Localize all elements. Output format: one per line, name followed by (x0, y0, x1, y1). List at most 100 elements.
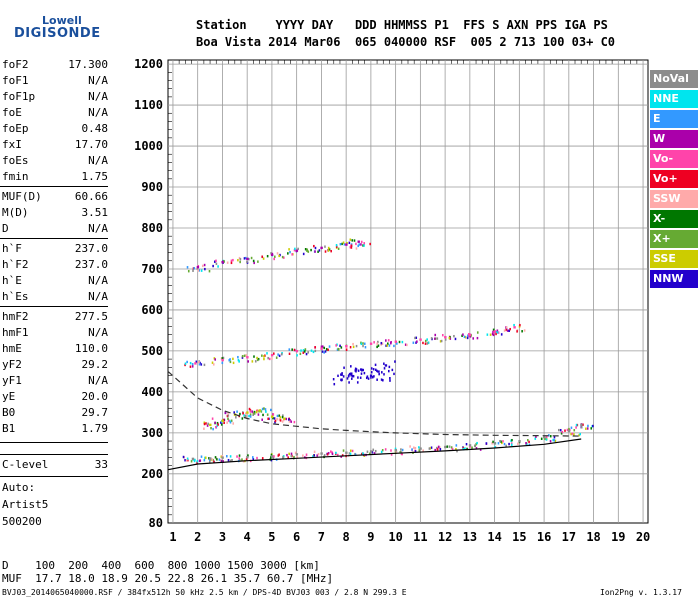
echo-point (267, 417, 269, 421)
echo-point (436, 337, 439, 340)
echo-point (337, 247, 340, 250)
y-tick-label: 300 (141, 426, 163, 440)
echo-point (548, 434, 550, 437)
echo-point (312, 455, 314, 458)
echo-point (263, 407, 265, 410)
trace-point (320, 452, 323, 455)
parameter-name: foEs (2, 154, 29, 167)
echo-point (350, 374, 353, 377)
echo-point (380, 343, 382, 346)
distance-row: D 100 200 400 600 800 1000 1500 3000 [km… (2, 559, 320, 572)
echo-point (307, 351, 309, 354)
echo-point (545, 436, 548, 439)
echo-point (511, 438, 513, 442)
echo-point (560, 432, 563, 435)
echo-point (312, 350, 315, 354)
echo-point (526, 443, 528, 446)
header-row-1: Station YYYY DAY DDD HHMMSS P1 FFS S AXN… (196, 18, 608, 32)
echo-point (508, 442, 510, 446)
echo-point (220, 459, 222, 462)
trace-point (320, 347, 323, 350)
parameter-name: hmF2 (2, 310, 29, 323)
echo-point (208, 457, 210, 460)
echo-point (502, 440, 504, 443)
trace-point (384, 364, 388, 367)
echo-point (365, 376, 368, 380)
echo-point (212, 458, 214, 462)
echo-point (349, 238, 352, 241)
echo-point (251, 360, 254, 363)
echo-point (331, 451, 333, 454)
echo-point (251, 410, 254, 413)
parameter-name: h`Es (2, 290, 29, 303)
echo-point (226, 455, 228, 458)
echo-point (199, 459, 202, 462)
echo-point (243, 414, 245, 417)
echo-point (186, 266, 189, 269)
echo-point (508, 329, 510, 333)
echo-point (464, 447, 466, 450)
echo-point (527, 439, 529, 442)
echo-point (281, 415, 284, 419)
parameter-row: yF2 29.2 (2, 358, 108, 374)
echo-point (272, 416, 274, 420)
parameter-row: fxI 17.70 (2, 138, 108, 154)
parameter-row: D N/A (2, 222, 108, 238)
parameter-row: h`F2 237.0 (2, 258, 108, 274)
echo-point (465, 442, 468, 446)
parameter-name: M(D) (2, 206, 29, 219)
echo-point (330, 450, 332, 453)
parameter-name: foF2 (2, 58, 29, 71)
echo-point (294, 451, 297, 454)
echo-point (220, 423, 223, 426)
x-tick-label: 12 (438, 530, 452, 544)
echo-point (491, 442, 493, 445)
echo-point (519, 323, 521, 327)
echo-point (208, 269, 211, 273)
x-tick-label: 1 (169, 530, 176, 544)
echo-point (371, 451, 374, 454)
echo-point (270, 252, 272, 255)
echo-point (469, 445, 471, 448)
trace-point (283, 417, 286, 420)
echo-point (185, 459, 188, 462)
echo-point (495, 332, 497, 336)
echo-point (337, 374, 339, 378)
echo-point (249, 415, 252, 418)
echo-point (535, 435, 537, 438)
echo-point (214, 421, 216, 424)
parameter-row: foEp 0.48 (2, 122, 108, 138)
x-tick-label: 4 (244, 530, 251, 544)
echo-point (314, 346, 317, 349)
echo-point (564, 429, 566, 432)
echo-point (340, 373, 342, 376)
echo-point (360, 240, 363, 244)
echo-point (217, 423, 219, 426)
echo-point (426, 338, 428, 341)
echo-point (363, 371, 366, 375)
y-tick-label: 900 (141, 180, 163, 194)
echo-point (313, 244, 315, 248)
echo-point (463, 335, 466, 339)
parameter-value: 237.0 (74, 258, 108, 271)
echo-point (494, 445, 496, 449)
echo-point (222, 460, 224, 463)
echo-point (253, 412, 255, 415)
echo-point (342, 375, 345, 378)
echo-point (214, 358, 217, 361)
x-tick-label: 11 (413, 530, 427, 544)
echo-point (304, 248, 307, 251)
echo-point (492, 330, 494, 334)
echo-point (211, 361, 214, 364)
parameter-name: foEp (2, 122, 29, 135)
trace-point (221, 456, 224, 459)
echo-point (350, 377, 353, 380)
parameter-row: h`Es N/A (2, 290, 108, 306)
echo-point (592, 424, 594, 428)
echo-point (302, 454, 304, 457)
echo-point (444, 338, 447, 341)
echo-point (215, 259, 217, 262)
echo-point (244, 414, 247, 418)
parameter-separator (0, 186, 108, 187)
echo-point (189, 365, 192, 368)
